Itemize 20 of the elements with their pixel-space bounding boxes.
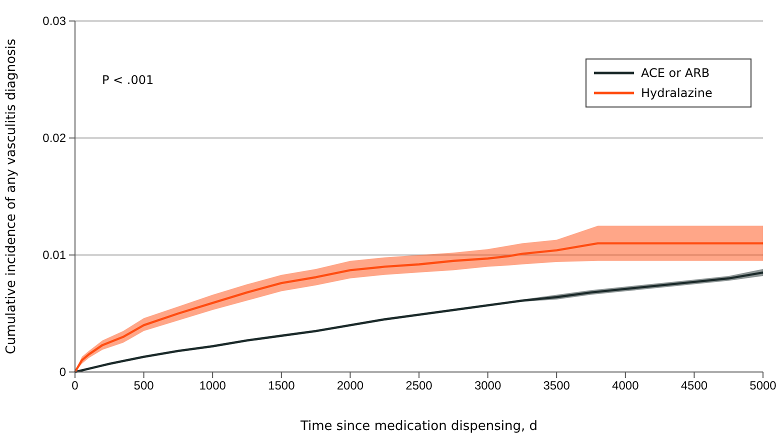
x-tick-label: 1000: [199, 378, 226, 393]
x-tick-label: 1500: [268, 378, 296, 393]
legend-label: Hydralazine: [641, 86, 712, 100]
y-axis-title: Cumulative incidence of any vasculitis diagnosis: [4, 38, 19, 354]
y-tick-label: 0.02: [42, 130, 66, 145]
x-tick-label: 2000: [336, 378, 364, 393]
x-tick-label: 0: [72, 378, 79, 393]
legend-label: ACE or ARB: [641, 66, 710, 80]
x-tick-label: 3500: [543, 378, 570, 393]
x-tick-label: 500: [134, 378, 154, 393]
y-tick-label: 0: [59, 364, 66, 379]
x-tick-label: 5000: [750, 378, 777, 393]
x-tick-label: 2500: [406, 378, 433, 393]
x-tick-label: 4000: [612, 378, 640, 393]
x-axis-title: Time since medication dispensing, d: [299, 419, 538, 434]
x-tick-label: 4500: [680, 378, 708, 393]
x-tick-label: 3000: [474, 378, 502, 393]
y-tick-label: 0.03: [42, 14, 66, 28]
y-tick-label: 0.01: [42, 248, 66, 262]
annotation: P < .001: [102, 73, 154, 87]
